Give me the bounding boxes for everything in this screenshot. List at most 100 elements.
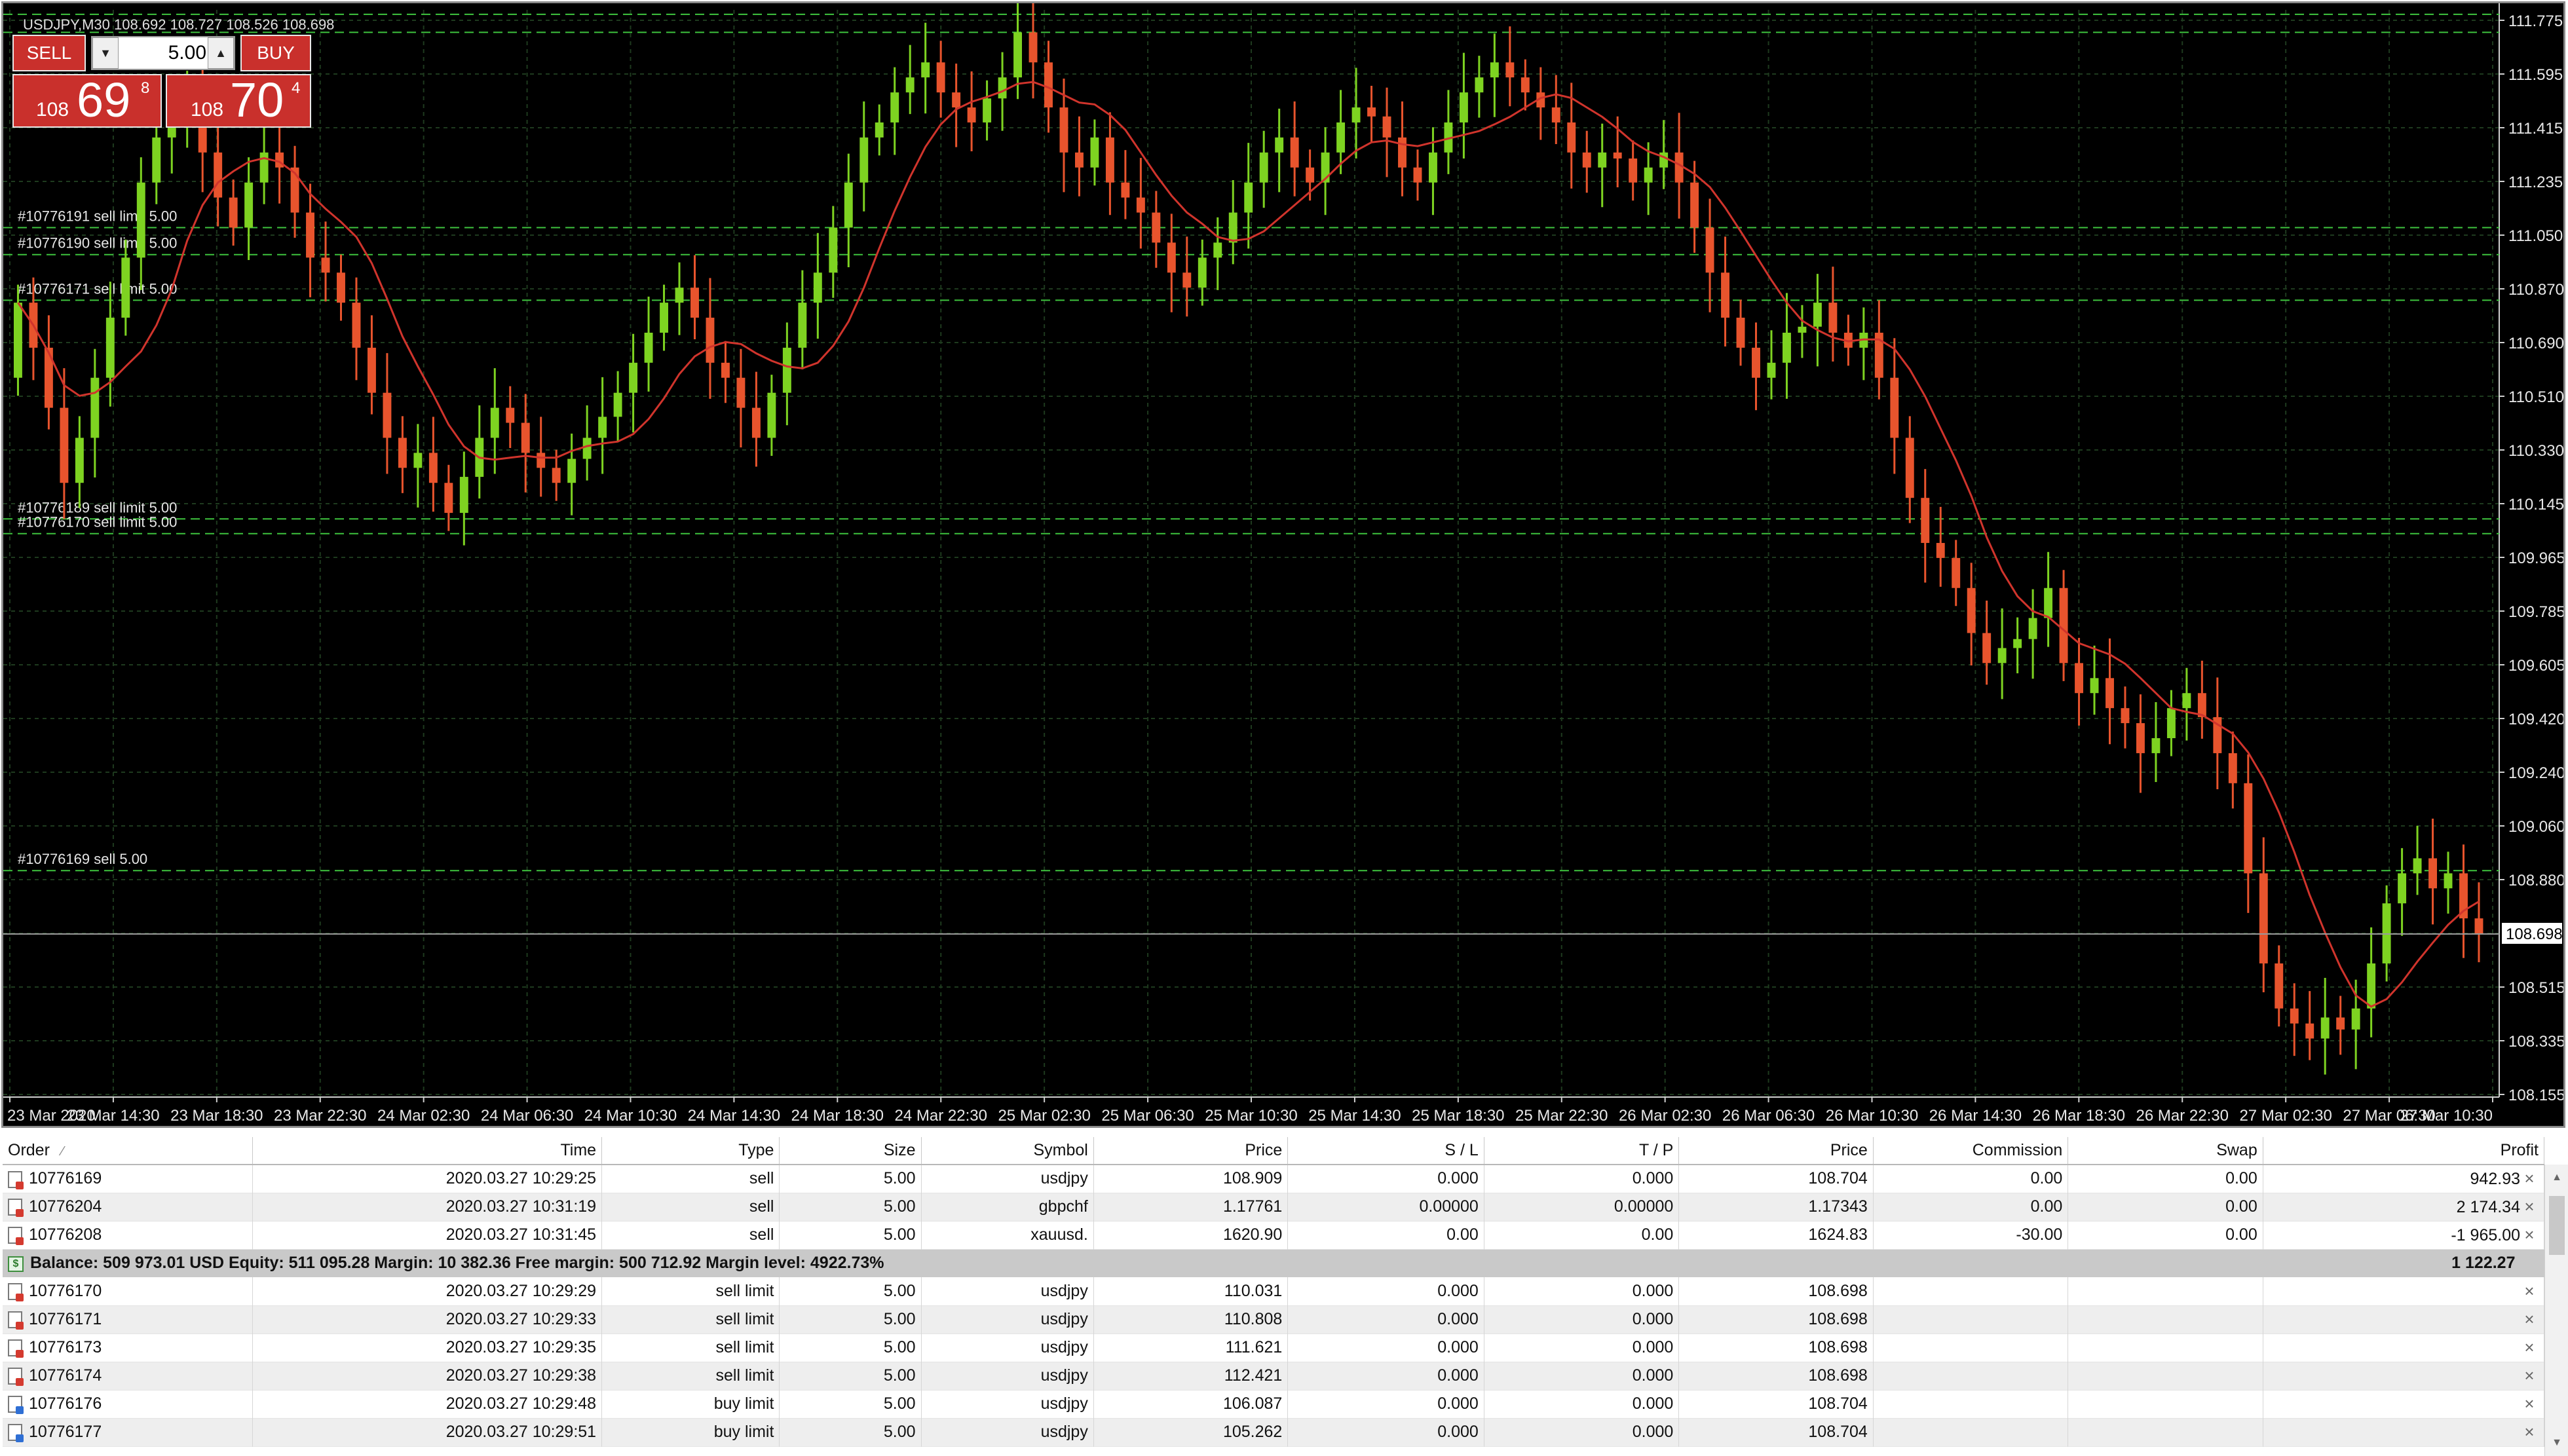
- bid-price-button[interactable]: 108 69 8: [12, 74, 162, 128]
- price-tick-label: 108.880: [2508, 872, 2563, 889]
- column-header[interactable]: Price: [1678, 1137, 1874, 1165]
- candle-body: [506, 407, 515, 423]
- price-tick-label: 108.335: [2508, 1033, 2563, 1051]
- candle-body: [1767, 362, 1776, 378]
- position-row[interactable]: 10776208 2020.03.27 10:31:45 sell 5.00 xauus…: [3, 1221, 2545, 1249]
- price-tick-label: 110.510: [2508, 388, 2563, 406]
- close-order-icon[interactable]: ×: [2524, 1366, 2535, 1385]
- column-header[interactable]: Order ⁄: [3, 1137, 254, 1165]
- column-header[interactable]: S / L: [1287, 1137, 1484, 1165]
- price-tick-label: 111.595: [2508, 66, 2563, 84]
- price-tick-label: 109.240: [2508, 764, 2563, 782]
- cell-profit: ×: [2263, 1418, 2545, 1446]
- column-header[interactable]: Type: [601, 1137, 780, 1165]
- close-order-icon[interactable]: ×: [2524, 1394, 2535, 1413]
- order-cell: 10776173: [3, 1334, 254, 1362]
- scroll-up-icon[interactable]: ▲: [2552, 1172, 2562, 1183]
- candle-body: [1967, 588, 1976, 633]
- cell-symbol: gbpchf: [921, 1193, 1094, 1221]
- vertical-scrollbar[interactable]: ▲ ▼: [2544, 1165, 2568, 1456]
- time-tick-label: 25 Mar 02:30: [998, 1107, 1090, 1125]
- pending-order-row[interactable]: 10776174 2020.03.27 10:29:38 sell limit 5.0…: [3, 1362, 2545, 1390]
- sell-button[interactable]: SELL: [12, 35, 86, 71]
- chart-window[interactable]: #10776191 sell limit 5.00 #10776190 sell …: [1, 1, 2565, 1128]
- order-line-label: #10776171 sell limit 5.00: [18, 280, 177, 297]
- close-order-icon[interactable]: ×: [2524, 1422, 2535, 1442]
- order-cell: 10776208: [3, 1221, 254, 1249]
- candle-body: [721, 362, 730, 378]
- candle-body: [890, 92, 899, 122]
- close-order-icon[interactable]: ×: [2524, 1309, 2535, 1329]
- close-order-icon[interactable]: ×: [2524, 1168, 2535, 1189]
- candle-body: [1105, 137, 1114, 183]
- scroll-down-icon[interactable]: ▼: [2552, 1437, 2562, 1448]
- position-row[interactable]: 10776204 2020.03.27 10:31:19 sell 5.00 gbpch…: [3, 1193, 2545, 1221]
- column-header-label: Price: [1830, 1141, 1868, 1159]
- arrow-up-icon[interactable]: ▲: [208, 37, 234, 69]
- candle-body: [552, 468, 561, 483]
- candle-body: [1044, 62, 1053, 108]
- candle-body: [598, 417, 607, 438]
- candle-body: [1013, 32, 1022, 78]
- cell-time: 2020.03.27 10:29:35: [252, 1334, 603, 1362]
- column-header[interactable]: Commission: [1873, 1137, 2069, 1165]
- column-header-label: Order: [8, 1141, 50, 1159]
- cell-cur: 108.698: [1678, 1305, 1874, 1334]
- candle-body: [1228, 212, 1237, 243]
- cell-size: 5.00: [779, 1193, 922, 1221]
- arrow-down-icon[interactable]: ▼: [92, 37, 119, 69]
- order-line-label: #10776170 sell limit 5.00: [18, 514, 177, 531]
- column-header[interactable]: T / P: [1484, 1137, 1680, 1165]
- column-header[interactable]: Swap: [2068, 1137, 2263, 1165]
- trade-terminal: Order ⁄ Time Type Size Symbol Price S / L T / P P…: [3, 1137, 2568, 1456]
- cell-price: 1.17761: [1093, 1193, 1289, 1221]
- price-chart[interactable]: #10776191 sell limit 5.00 #10776190 sell …: [3, 3, 2563, 1126]
- pending-order-row[interactable]: 10776176 2020.03.27 10:29:48 buy limit 5.00…: [3, 1390, 2545, 1418]
- scrollbar-thumb[interactable]: [2549, 1196, 2565, 1255]
- pending-order-row[interactable]: 10776170 2020.03.27 10:29:29 sell limit 5.0…: [3, 1277, 2545, 1305]
- candle-body: [1952, 557, 1961, 588]
- candle-body: [1121, 182, 1130, 198]
- close-order-icon[interactable]: ×: [2524, 1337, 2535, 1357]
- lot-size-stepper[interactable]: ▼ ▲: [91, 36, 235, 70]
- pending-order-row[interactable]: 10776173 2020.03.27 10:29:35 sell limit 5.0…: [3, 1334, 2545, 1362]
- balance-icon: $: [8, 1256, 24, 1272]
- order-document-icon: [8, 1199, 24, 1218]
- cell-tp: 0.000: [1484, 1165, 1680, 1193]
- candle-body: [983, 98, 992, 122]
- price-tick-label: 110.145: [2508, 496, 2563, 513]
- order-line-label: #10776191 sell limit 5.00: [18, 208, 177, 224]
- order-document-icon: [8, 1396, 24, 1415]
- lot-size-input[interactable]: [121, 40, 206, 66]
- candle-body: [644, 332, 653, 363]
- cell-size: 5.00: [779, 1362, 922, 1390]
- candle-body: [736, 377, 746, 408]
- order-number: 10776176: [29, 1394, 102, 1413]
- order-number: 10776171: [29, 1310, 102, 1328]
- candle-body: [1582, 152, 1591, 168]
- close-order-icon[interactable]: ×: [2524, 1280, 2535, 1301]
- close-order-icon[interactable]: ×: [2524, 1225, 2535, 1244]
- pending-order-row[interactable]: 10776171 2020.03.27 10:29:33 sell limit 5.0…: [3, 1305, 2545, 1334]
- pending-order-row[interactable]: 10776177 2020.03.27 10:29:51 buy limit 5.00…: [3, 1418, 2545, 1446]
- column-header[interactable]: Symbol: [921, 1137, 1094, 1165]
- column-header[interactable]: Profit: [2263, 1137, 2545, 1165]
- candle-body: [2044, 588, 2053, 618]
- ask-price-button[interactable]: 108 70 4: [166, 74, 311, 128]
- candle-body: [1690, 182, 1699, 228]
- cell-time: 2020.03.27 10:29:33: [252, 1305, 603, 1334]
- cell-commission: [1873, 1334, 2069, 1362]
- candle-body: [1029, 32, 1038, 63]
- column-header[interactable]: Size: [779, 1137, 922, 1165]
- candle-body: [2075, 663, 2083, 694]
- close-order-icon[interactable]: ×: [2524, 1197, 2535, 1216]
- position-row[interactable]: 10776169 2020.03.27 10:29:25 sell 5.00 usdjp…: [3, 1165, 2545, 1193]
- buy-button[interactable]: BUY: [240, 35, 311, 71]
- ask-price-prefix: 108: [191, 99, 224, 121]
- cell-profit: ×: [2263, 1390, 2545, 1418]
- column-header[interactable]: Price: [1093, 1137, 1289, 1165]
- order-document-icon: [8, 1170, 24, 1189]
- time-tick-label: 23 Mar 14:30: [67, 1107, 159, 1125]
- column-header[interactable]: Time: [252, 1137, 603, 1165]
- candle-body: [1843, 332, 1853, 348]
